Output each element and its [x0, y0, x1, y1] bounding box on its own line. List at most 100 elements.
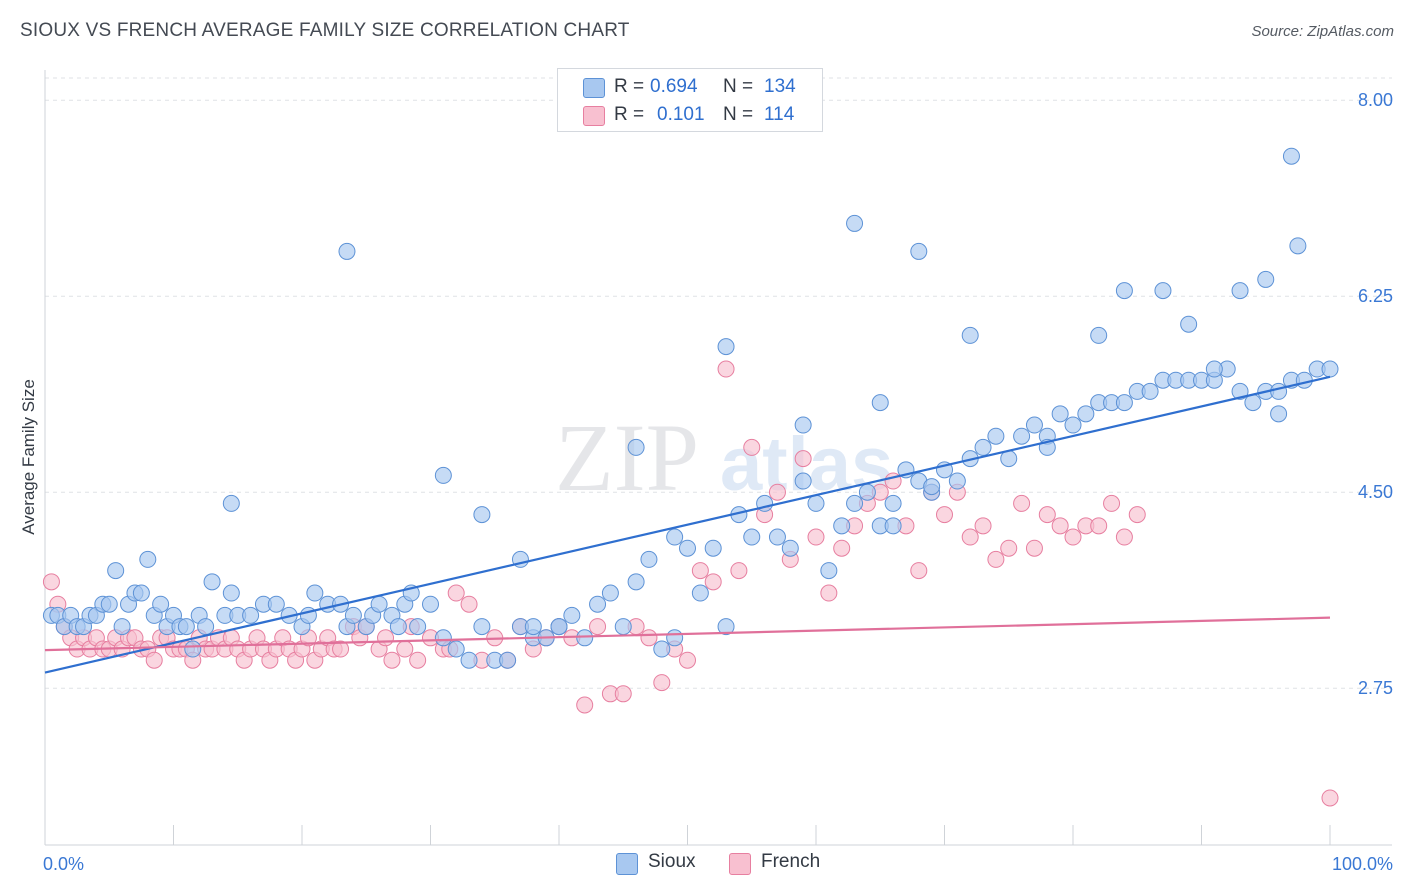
- bottom-legend-label-french: French: [761, 851, 821, 872]
- sioux-point: [1289, 237, 1307, 255]
- legend-r-value: 0.694: [650, 76, 698, 97]
- french-point: [377, 629, 395, 647]
- sioux-point: [389, 618, 407, 636]
- sioux-point: [948, 472, 966, 490]
- sioux-point: [576, 629, 594, 647]
- french-point: [383, 651, 401, 669]
- sioux-point: [344, 606, 362, 624]
- french-point: [42, 573, 60, 591]
- sioux-point: [434, 629, 452, 647]
- trend-lines: [44, 375, 1331, 674]
- sioux-point: [1025, 416, 1043, 434]
- sioux-point: [473, 506, 491, 524]
- french-point: [961, 528, 979, 546]
- sioux-point: [846, 214, 864, 232]
- sioux-points: [42, 147, 1339, 669]
- sioux-point: [858, 483, 876, 501]
- legend-r-label: R =: [614, 76, 645, 97]
- y-tick-label: 4.50: [1358, 482, 1393, 502]
- french-point: [1090, 517, 1108, 535]
- sioux-point: [1205, 360, 1223, 378]
- french-point: [730, 562, 748, 580]
- sioux-point: [1257, 270, 1275, 288]
- french-point: [1128, 506, 1146, 524]
- french-point: [691, 562, 709, 580]
- sioux-point: [177, 618, 195, 636]
- sioux-point: [961, 326, 979, 344]
- sioux-point: [781, 539, 799, 557]
- legend-row-sioux: R = 0.694 N = 134: [558, 73, 822, 101]
- sioux-point: [1141, 382, 1159, 400]
- french-point: [460, 595, 478, 613]
- french-point: [332, 640, 350, 658]
- sioux-point: [306, 584, 324, 602]
- watermark-zip: ZIP: [555, 404, 699, 511]
- french-point: [409, 651, 427, 669]
- sioux-point: [923, 478, 941, 496]
- french-point: [679, 651, 696, 669]
- sioux-point: [833, 517, 851, 535]
- french-point: [833, 539, 851, 557]
- french-point: [936, 506, 953, 524]
- sioux-point: [550, 618, 568, 636]
- french-point: [743, 438, 761, 456]
- sioux-point: [717, 618, 735, 636]
- sioux-point: [666, 629, 684, 647]
- sioux-point: [1115, 394, 1133, 412]
- sioux-point: [884, 494, 902, 512]
- sioux-point: [1270, 382, 1288, 400]
- legend-swatch-sioux: [583, 78, 605, 98]
- sioux-point: [666, 528, 684, 546]
- bottom-legend-label-sioux: Sioux: [648, 851, 696, 872]
- french-point: [717, 360, 735, 378]
- sioux-point: [107, 562, 125, 580]
- legend-n-label: N =: [723, 76, 754, 97]
- french-point: [987, 550, 1005, 568]
- legend-n-value: 114: [764, 104, 795, 125]
- french-point: [768, 483, 786, 501]
- bottom-legend-swatch-sioux: [616, 853, 638, 875]
- sioux-point: [614, 618, 632, 636]
- french-point: [1321, 789, 1339, 807]
- sioux-point: [871, 394, 889, 412]
- french-point: [1025, 539, 1043, 557]
- x-tick-label: 100.0%: [1332, 854, 1393, 874]
- sioux-point: [820, 562, 838, 580]
- french-point: [910, 562, 928, 580]
- sioux-point: [717, 338, 735, 356]
- sioux-point: [434, 466, 452, 484]
- sioux-point: [184, 640, 202, 658]
- french-point: [974, 517, 992, 535]
- legend-n-label: N =: [723, 104, 754, 125]
- french-point: [447, 584, 465, 602]
- sioux-point: [1051, 405, 1069, 423]
- legend-r-label: R =: [614, 104, 645, 125]
- sioux-point: [370, 595, 388, 613]
- sioux-point: [1154, 282, 1172, 300]
- sioux-point: [1090, 326, 1108, 344]
- sioux-point: [679, 539, 696, 557]
- y-tick-label: 2.75: [1358, 678, 1393, 698]
- sioux-point: [601, 584, 619, 602]
- sioux-point: [113, 618, 131, 636]
- sioux-point: [807, 494, 825, 512]
- sioux-point: [1321, 360, 1339, 378]
- sioux-point: [1180, 315, 1198, 333]
- axes: [44, 70, 1392, 846]
- french-point: [1000, 539, 1018, 557]
- french-point: [1038, 506, 1056, 524]
- sioux-point: [627, 573, 645, 591]
- sioux-trend-line: [44, 375, 1331, 674]
- sioux-point: [409, 618, 427, 636]
- sioux-point: [1077, 405, 1095, 423]
- sioux-point: [653, 640, 671, 658]
- french-point: [794, 450, 812, 468]
- y-tick-label: 8.00: [1358, 90, 1393, 110]
- sioux-point: [1231, 282, 1249, 300]
- sioux-point: [1115, 282, 1133, 300]
- sioux-point: [1064, 416, 1082, 434]
- sioux-point: [460, 651, 478, 669]
- watermark: ZIP atlas: [555, 404, 893, 511]
- sioux-point: [132, 584, 150, 602]
- sioux-point: [563, 606, 581, 624]
